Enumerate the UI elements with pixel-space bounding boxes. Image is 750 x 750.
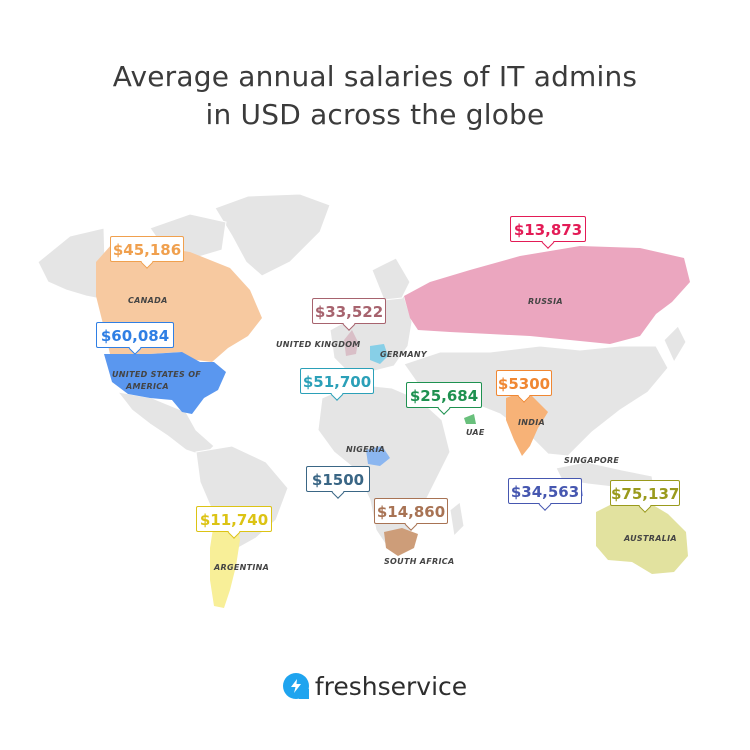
- alaska-shape: [37, 227, 107, 301]
- india-shape: [506, 390, 548, 456]
- russia-shape: [404, 246, 690, 344]
- title-line-2: in USD across the globe: [205, 98, 545, 131]
- label-singapore: SINGAPORE: [564, 456, 620, 465]
- label-usa-line1: UNITED STATES OF: [112, 370, 202, 379]
- salary-callout-usa: $60,084: [96, 322, 174, 348]
- salary-callout-canada: $45,186: [110, 236, 184, 262]
- lightning-bolt-icon: [282, 673, 309, 699]
- label-russia: RUSSIA: [528, 297, 563, 306]
- salary-callout-uk: $33,522: [312, 298, 386, 324]
- label-australia: AUSTRALIA: [624, 534, 677, 543]
- madagascar-shape: [449, 501, 465, 538]
- label-canada: CANADA: [128, 296, 168, 305]
- scandinavia-shape: [371, 257, 411, 301]
- salary-callout-germany: $51,700: [300, 368, 374, 394]
- salary-callout-russia: $13,873: [510, 216, 586, 242]
- label-argentina: ARGENTINA: [214, 563, 270, 572]
- salary-callout-singapore: $34,563: [508, 478, 582, 504]
- label-germany: GERMANY: [380, 350, 427, 359]
- usa-shape: [104, 352, 226, 414]
- south-africa-shape: [384, 528, 418, 556]
- nigeria-shape: [366, 446, 390, 466]
- japan-shape: [663, 325, 687, 364]
- uae-shape: [464, 414, 476, 424]
- uk-shape: [344, 330, 358, 356]
- argentina-shape: [210, 516, 240, 608]
- brand-name: freshservice: [314, 671, 468, 701]
- page-title: Average annual salaries of IT admins in …: [0, 58, 750, 134]
- greenland-shape: [214, 193, 331, 277]
- salary-callout-argentina: $11,740: [196, 506, 272, 532]
- label-south-africa: SOUTH AFRICA: [384, 557, 455, 566]
- label-nigeria: NIGERIA: [346, 445, 386, 454]
- label-usa-line2: AMERICA: [126, 382, 169, 391]
- label-india: INDIA: [518, 418, 545, 427]
- salary-callout-australia: $75,137: [610, 480, 680, 506]
- germany-shape: [370, 344, 388, 364]
- brand-logo: freshservice: [0, 668, 750, 704]
- label-uae: UAE: [466, 428, 485, 437]
- title-line-1: Average annual salaries of IT admins: [112, 60, 638, 93]
- salary-callout-south-africa: $14,860: [374, 498, 448, 524]
- salary-callout-nigeria: $1500: [306, 466, 370, 492]
- salary-callout-uae: $25,684: [406, 382, 482, 408]
- australia-shape: [596, 500, 688, 574]
- label-uk: UNITED KINGDOM: [276, 340, 361, 349]
- salary-callout-india: $5300: [496, 370, 552, 396]
